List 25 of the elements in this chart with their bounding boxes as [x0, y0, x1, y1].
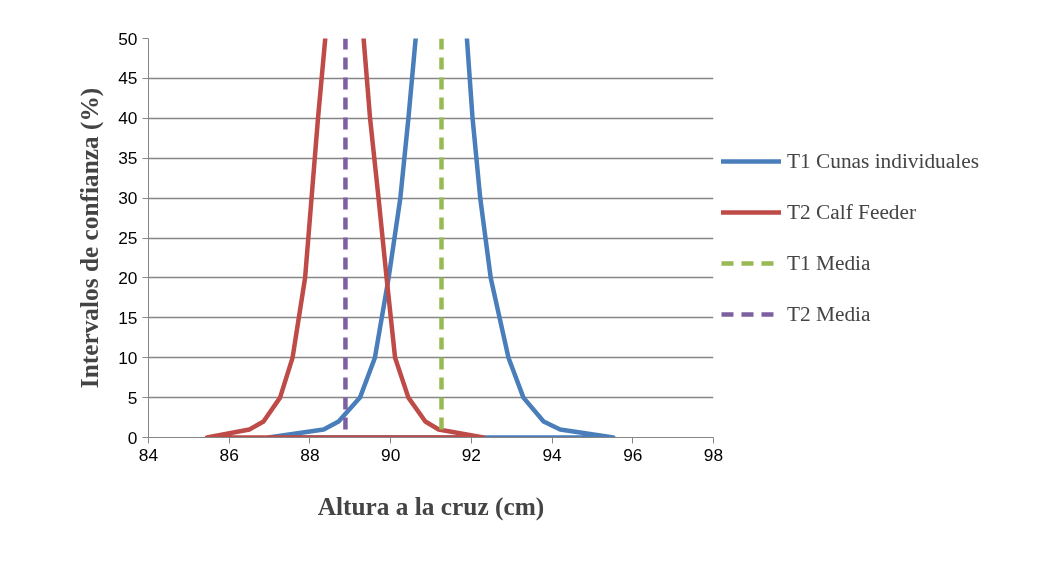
x-tick-label: 92 — [461, 444, 481, 465]
y-tick-label: 25 — [118, 228, 138, 248]
x-tick-label: 90 — [381, 444, 401, 465]
y-tick-label: 30 — [118, 188, 138, 209]
x-tick-label: 94 — [542, 444, 563, 465]
y-tick-label: 15 — [118, 307, 138, 328]
x-tick-label: 96 — [623, 444, 643, 465]
legend-label: T2 Media — [787, 301, 871, 327]
x-tick-label: 88 — [300, 444, 320, 465]
y-tick-label: 10 — [118, 347, 138, 368]
y-tick-label: 5 — [127, 387, 138, 408]
legend-label: T2 Calf Feeder — [787, 199, 917, 225]
y-tick-label: 0 — [127, 427, 138, 448]
legend-label: T1 Cunas individuales — [787, 148, 979, 174]
y-tick-label: 40 — [118, 108, 138, 129]
x-axis-title: Altura a la cruz (cm) — [317, 491, 545, 521]
x-tick-label: 84 — [138, 444, 159, 465]
x-tick-label: 86 — [219, 444, 239, 465]
y-tick-label: 35 — [118, 148, 138, 169]
x-tick-label: 98 — [703, 444, 724, 465]
y-tick-label: 45 — [118, 68, 138, 89]
y-axis-title: Intervalos de confianza (%) — [75, 87, 105, 389]
y-tick-label: 50 — [118, 28, 138, 49]
legend-label: T1 Media — [787, 250, 871, 276]
y-tick-label: 20 — [118, 267, 138, 288]
